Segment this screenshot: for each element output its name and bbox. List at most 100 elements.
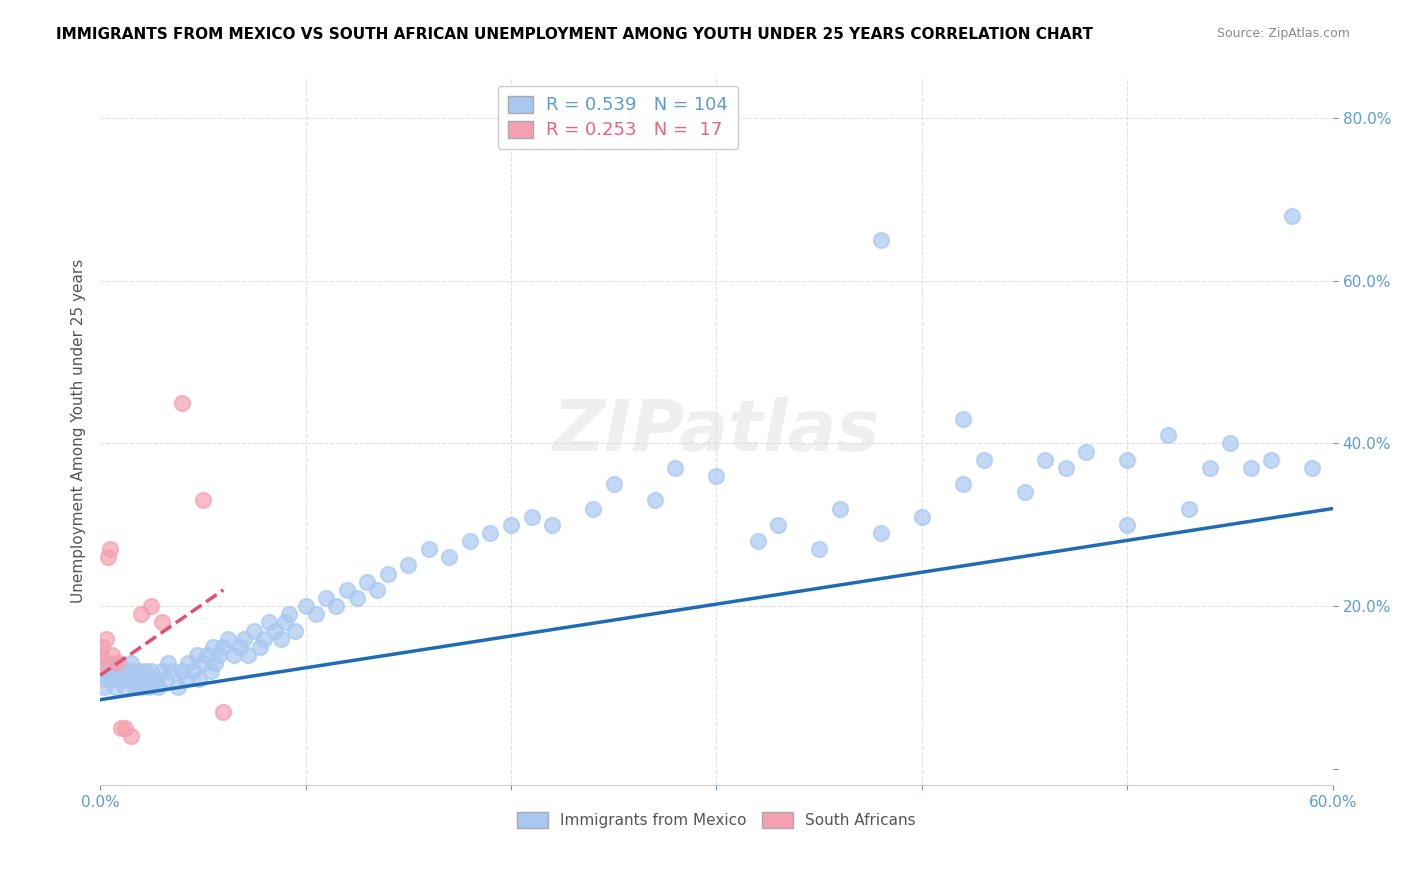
Point bbox=[91, 640, 114, 654]
Point bbox=[217, 632, 239, 646]
Point bbox=[911, 509, 934, 524]
Point bbox=[212, 705, 235, 719]
Point bbox=[869, 233, 891, 247]
Point bbox=[1033, 452, 1056, 467]
Point bbox=[1198, 461, 1220, 475]
Point bbox=[869, 525, 891, 540]
Point bbox=[100, 656, 122, 670]
Point bbox=[124, 681, 146, 695]
Point bbox=[499, 517, 522, 532]
Point bbox=[366, 582, 388, 597]
Point bbox=[177, 656, 200, 670]
Point bbox=[1116, 517, 1139, 532]
Point bbox=[1157, 428, 1180, 442]
Point bbox=[128, 664, 150, 678]
Point bbox=[110, 673, 132, 687]
Point bbox=[155, 673, 177, 687]
Point bbox=[664, 461, 686, 475]
Point bbox=[136, 673, 159, 687]
Point bbox=[747, 534, 769, 549]
Point bbox=[766, 517, 789, 532]
Point bbox=[222, 648, 245, 662]
Point bbox=[439, 550, 461, 565]
Point bbox=[114, 721, 136, 735]
Point bbox=[232, 632, 254, 646]
Point bbox=[263, 624, 285, 638]
Point bbox=[270, 632, 292, 646]
Point bbox=[336, 582, 359, 597]
Point bbox=[1076, 444, 1098, 458]
Point bbox=[167, 681, 190, 695]
Point bbox=[156, 656, 179, 670]
Point bbox=[808, 542, 831, 557]
Point bbox=[107, 656, 129, 670]
Point bbox=[100, 542, 122, 557]
Point bbox=[101, 648, 124, 662]
Point bbox=[89, 664, 111, 678]
Point bbox=[187, 673, 209, 687]
Point bbox=[284, 624, 307, 638]
Point bbox=[191, 656, 214, 670]
Point bbox=[96, 632, 118, 646]
Point bbox=[114, 681, 136, 695]
Point bbox=[120, 656, 142, 670]
Point bbox=[200, 664, 222, 678]
Point bbox=[644, 493, 666, 508]
Point bbox=[105, 656, 128, 670]
Point bbox=[202, 640, 225, 654]
Point bbox=[132, 673, 155, 687]
Point bbox=[1014, 485, 1036, 500]
Point bbox=[212, 640, 235, 654]
Point bbox=[118, 673, 141, 687]
Point bbox=[191, 493, 214, 508]
Point bbox=[278, 607, 301, 622]
Point bbox=[1054, 461, 1077, 475]
Point bbox=[120, 729, 142, 743]
Point bbox=[229, 640, 252, 654]
Point bbox=[1178, 501, 1201, 516]
Point bbox=[603, 477, 626, 491]
Point bbox=[89, 648, 111, 662]
Point bbox=[160, 664, 183, 678]
Point bbox=[346, 591, 368, 605]
Point bbox=[105, 664, 128, 678]
Point bbox=[541, 517, 564, 532]
Point bbox=[186, 648, 208, 662]
Point bbox=[176, 673, 198, 687]
Point bbox=[122, 664, 145, 678]
Point bbox=[1260, 452, 1282, 467]
Point bbox=[127, 673, 149, 687]
Point bbox=[141, 599, 163, 614]
Point bbox=[146, 681, 169, 695]
Point bbox=[110, 721, 132, 735]
Point bbox=[377, 566, 399, 581]
Point bbox=[115, 664, 138, 678]
Point bbox=[129, 607, 152, 622]
Point bbox=[103, 681, 125, 695]
Point bbox=[952, 412, 974, 426]
Point bbox=[973, 452, 995, 467]
Point bbox=[93, 656, 115, 670]
Point bbox=[1281, 209, 1303, 223]
Point bbox=[204, 656, 226, 670]
Point bbox=[305, 607, 328, 622]
Point bbox=[134, 664, 156, 678]
Point bbox=[356, 574, 378, 589]
Point bbox=[1116, 452, 1139, 467]
Legend: Immigrants from Mexico, South Africans: Immigrants from Mexico, South Africans bbox=[512, 805, 921, 834]
Point bbox=[828, 501, 851, 516]
Point bbox=[1301, 461, 1323, 475]
Point bbox=[208, 648, 231, 662]
Point bbox=[315, 591, 337, 605]
Point bbox=[520, 509, 543, 524]
Point bbox=[706, 469, 728, 483]
Point bbox=[294, 599, 316, 614]
Point bbox=[257, 615, 280, 630]
Point bbox=[145, 673, 167, 687]
Point bbox=[129, 681, 152, 695]
Point bbox=[138, 681, 160, 695]
Point bbox=[1239, 461, 1261, 475]
Point bbox=[952, 477, 974, 491]
Point bbox=[243, 624, 266, 638]
Point bbox=[96, 673, 118, 687]
